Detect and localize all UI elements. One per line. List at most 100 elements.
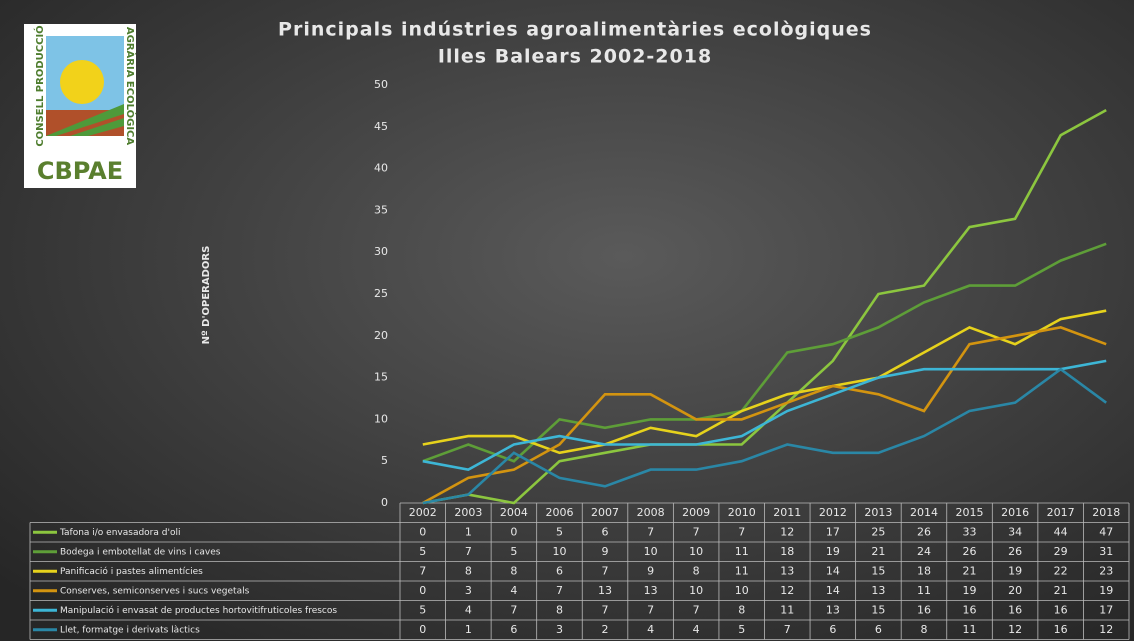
table-value: 14 xyxy=(826,564,840,577)
table-value: 24 xyxy=(917,545,931,558)
logo: CONSELL PRODUCCIÓ AGRÀRIA ECOLÒGICA CBPA… xyxy=(24,24,137,188)
x-tick-label: 2007 xyxy=(591,506,619,519)
table-value: 7 xyxy=(693,603,700,616)
x-tick-label: 2016 xyxy=(1001,506,1029,519)
table-value: 4 xyxy=(510,584,517,597)
x-tick-label: 2017 xyxy=(1047,506,1075,519)
table-value: 13 xyxy=(644,584,658,597)
series-line xyxy=(422,309,1107,455)
y-axis-label: Nº D'OPERADORS xyxy=(201,246,212,345)
chart-subtitle: Illes Balears 2002-2018 xyxy=(438,46,712,68)
logo-name: CBPAE xyxy=(37,157,123,185)
table-value: 21 xyxy=(963,564,977,577)
x-tick-label: 2013 xyxy=(864,506,892,519)
legend-label: Manipulació i envasat de productes horto… xyxy=(60,605,337,616)
table-value: 4 xyxy=(693,623,700,636)
y-tick-label: 0 xyxy=(381,496,388,509)
y-tick-label: 30 xyxy=(374,245,388,258)
series-line xyxy=(422,359,1107,471)
table-value: 8 xyxy=(510,564,517,577)
table-value: 5 xyxy=(556,525,563,538)
table-value: 9 xyxy=(602,545,609,558)
table-value: 7 xyxy=(738,525,745,538)
x-tick-label: 2008 xyxy=(637,506,665,519)
table-value: 25 xyxy=(871,525,885,538)
table-value: 23 xyxy=(1099,564,1113,577)
x-tick-label: 2012 xyxy=(819,506,847,519)
table-value: 2 xyxy=(602,623,609,636)
y-tick-label: 20 xyxy=(374,329,388,342)
table-value: 0 xyxy=(419,584,426,597)
table-value: 16 xyxy=(1054,623,1068,636)
table-value: 8 xyxy=(693,564,700,577)
table-value: 13 xyxy=(780,564,794,577)
table-value: 19 xyxy=(1099,584,1113,597)
table-value: 21 xyxy=(871,545,885,558)
table-value: 4 xyxy=(465,603,472,616)
table-value: 7 xyxy=(602,564,609,577)
x-tick-label: 2018 xyxy=(1092,506,1120,519)
table-value: 5 xyxy=(738,623,745,636)
series-line xyxy=(422,326,1107,505)
x-tick-label: 2009 xyxy=(682,506,710,519)
table-value: 7 xyxy=(784,623,791,636)
table-value: 20 xyxy=(1008,584,1022,597)
table-value: 8 xyxy=(465,564,472,577)
table-value: 10 xyxy=(735,584,749,597)
table-value: 7 xyxy=(510,603,517,616)
table-value: 6 xyxy=(556,564,563,577)
table-value: 10 xyxy=(689,545,703,558)
table-value: 29 xyxy=(1054,545,1068,558)
logo-right-text: AGRÀRIA ECOLÒGICA xyxy=(124,27,137,145)
series-line xyxy=(422,367,1107,505)
y-tick-label: 5 xyxy=(381,454,388,467)
x-tick-label: 2004 xyxy=(500,506,528,519)
table-value: 1 xyxy=(465,623,472,636)
table-value: 17 xyxy=(1099,603,1113,616)
table-value: 16 xyxy=(1008,603,1022,616)
table-value: 0 xyxy=(419,623,426,636)
y-tick-label: 45 xyxy=(374,120,388,133)
table-value: 17 xyxy=(826,525,840,538)
y-tick-label: 10 xyxy=(374,412,388,425)
y-tick-label: 40 xyxy=(374,162,388,175)
table-value: 7 xyxy=(419,564,426,577)
table-value: 4 xyxy=(647,623,654,636)
table-value: 18 xyxy=(917,564,931,577)
table-value: 7 xyxy=(693,525,700,538)
table-value: 6 xyxy=(602,525,609,538)
table-value: 7 xyxy=(556,584,563,597)
x-tick-label: 2006 xyxy=(545,506,573,519)
table-value: 7 xyxy=(647,525,654,538)
table-value: 15 xyxy=(871,564,885,577)
table-value: 19 xyxy=(826,545,840,558)
x-tick-label: 2011 xyxy=(773,506,801,519)
table-value: 16 xyxy=(1054,603,1068,616)
table-value: 26 xyxy=(963,545,977,558)
table-value: 19 xyxy=(1008,564,1022,577)
table-value: 16 xyxy=(917,603,931,616)
table-value: 10 xyxy=(552,545,566,558)
table-value: 6 xyxy=(510,623,517,636)
table-value: 15 xyxy=(871,603,885,616)
table-value: 6 xyxy=(829,623,836,636)
table-value: 10 xyxy=(644,545,658,558)
table-value: 11 xyxy=(735,564,749,577)
y-tick-label: 25 xyxy=(374,287,388,300)
table-value: 21 xyxy=(1054,584,1068,597)
legend-label: Bodega i embotellat de vins i caves xyxy=(60,547,221,557)
x-tick-label: 2015 xyxy=(956,506,984,519)
table-value: 7 xyxy=(465,545,472,558)
table-value: 31 xyxy=(1099,545,1113,558)
table-value: 12 xyxy=(1099,623,1113,636)
x-tick-label: 2002 xyxy=(409,506,437,519)
table-value: 5 xyxy=(419,545,426,558)
legend-label: Tafona i/o envasadora d'oli xyxy=(59,528,180,538)
legend-label: Llet, formatge i derivats làctics xyxy=(60,625,200,635)
table-value: 11 xyxy=(963,623,977,636)
table-value: 12 xyxy=(780,525,794,538)
table-value: 11 xyxy=(735,545,749,558)
table-value: 7 xyxy=(602,603,609,616)
